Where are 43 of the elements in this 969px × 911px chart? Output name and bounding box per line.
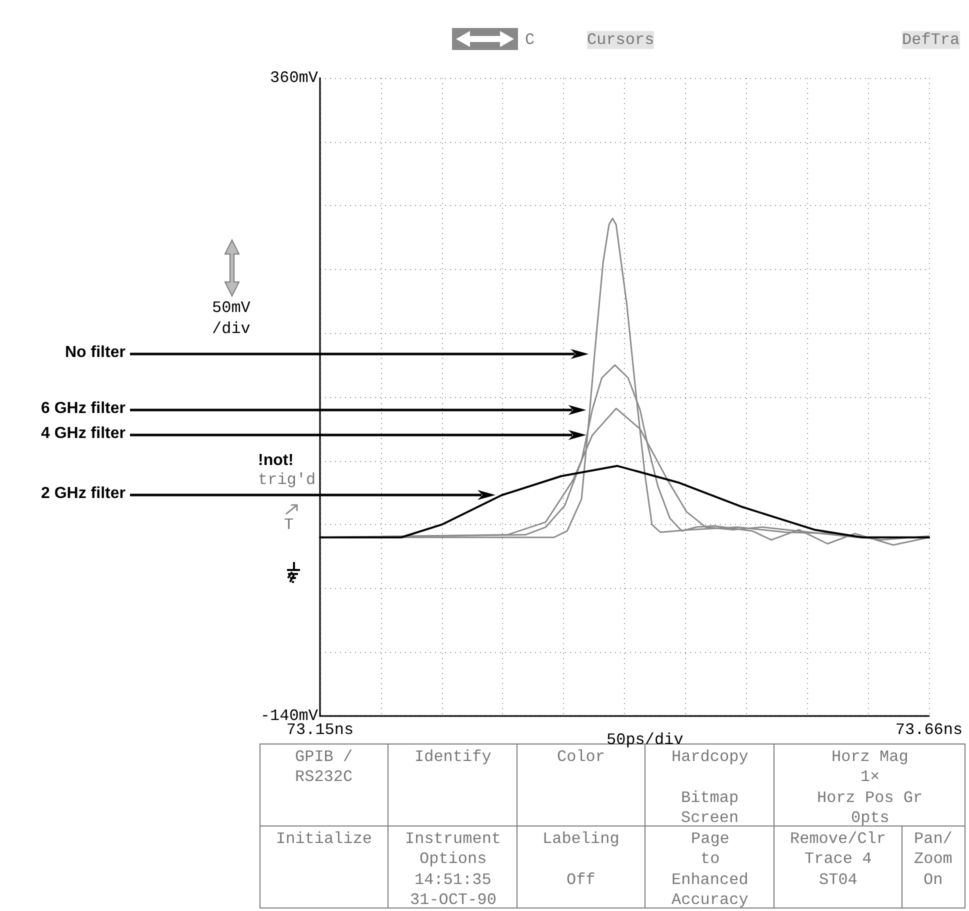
text: Labeling <box>542 830 620 848</box>
text: Accuracy <box>672 891 748 909</box>
text: 50mV /div <box>212 298 250 340</box>
text: 2 GHz filter <box>41 485 126 504</box>
text: GPIB / <box>295 748 353 766</box>
text: T <box>284 516 294 534</box>
x-tick-label: 73.15ns <box>286 721 354 739</box>
text: Instrument <box>405 830 502 848</box>
y-tick-label: 360mV <box>270 69 318 87</box>
text: trig'd <box>258 471 316 489</box>
text: C <box>525 31 535 49</box>
text: 4 GHz filter <box>41 425 126 444</box>
text: Hardcopy <box>672 748 748 766</box>
text: DefTra <box>902 31 960 49</box>
text: to <box>700 850 720 868</box>
text: Page <box>691 830 730 848</box>
text: Remove/Clr <box>790 830 886 848</box>
text: Initialize <box>276 830 372 848</box>
text: Horz Pos Gr <box>817 789 923 807</box>
text: Identify <box>414 748 492 766</box>
text: ST04 <box>819 871 858 889</box>
text: Trace 4 <box>804 850 872 868</box>
text: Color <box>557 748 606 766</box>
text: Horz Mag <box>832 748 908 766</box>
text: 31-OCT-90 <box>410 891 496 909</box>
text: 0pts <box>851 809 890 827</box>
text: No filter <box>65 344 126 362</box>
text: Off <box>566 871 596 889</box>
x-tick-label: 73.66ns <box>895 721 963 739</box>
text: Screen <box>681 809 739 827</box>
text: Bitmap <box>681 789 739 807</box>
text: On <box>924 871 943 889</box>
text: 6 GHz filter <box>41 400 126 418</box>
text: Cursors <box>587 31 654 49</box>
text: RS232C <box>295 768 353 786</box>
text: 50ps/div <box>606 731 684 749</box>
text: Options <box>420 850 487 868</box>
text: Zoom <box>914 850 952 868</box>
text: 1× <box>860 768 880 786</box>
text: Pan/ <box>914 830 952 848</box>
text: 14:51:35 <box>414 871 492 889</box>
text: !not! <box>258 452 294 470</box>
text: Enhanced <box>672 871 748 889</box>
